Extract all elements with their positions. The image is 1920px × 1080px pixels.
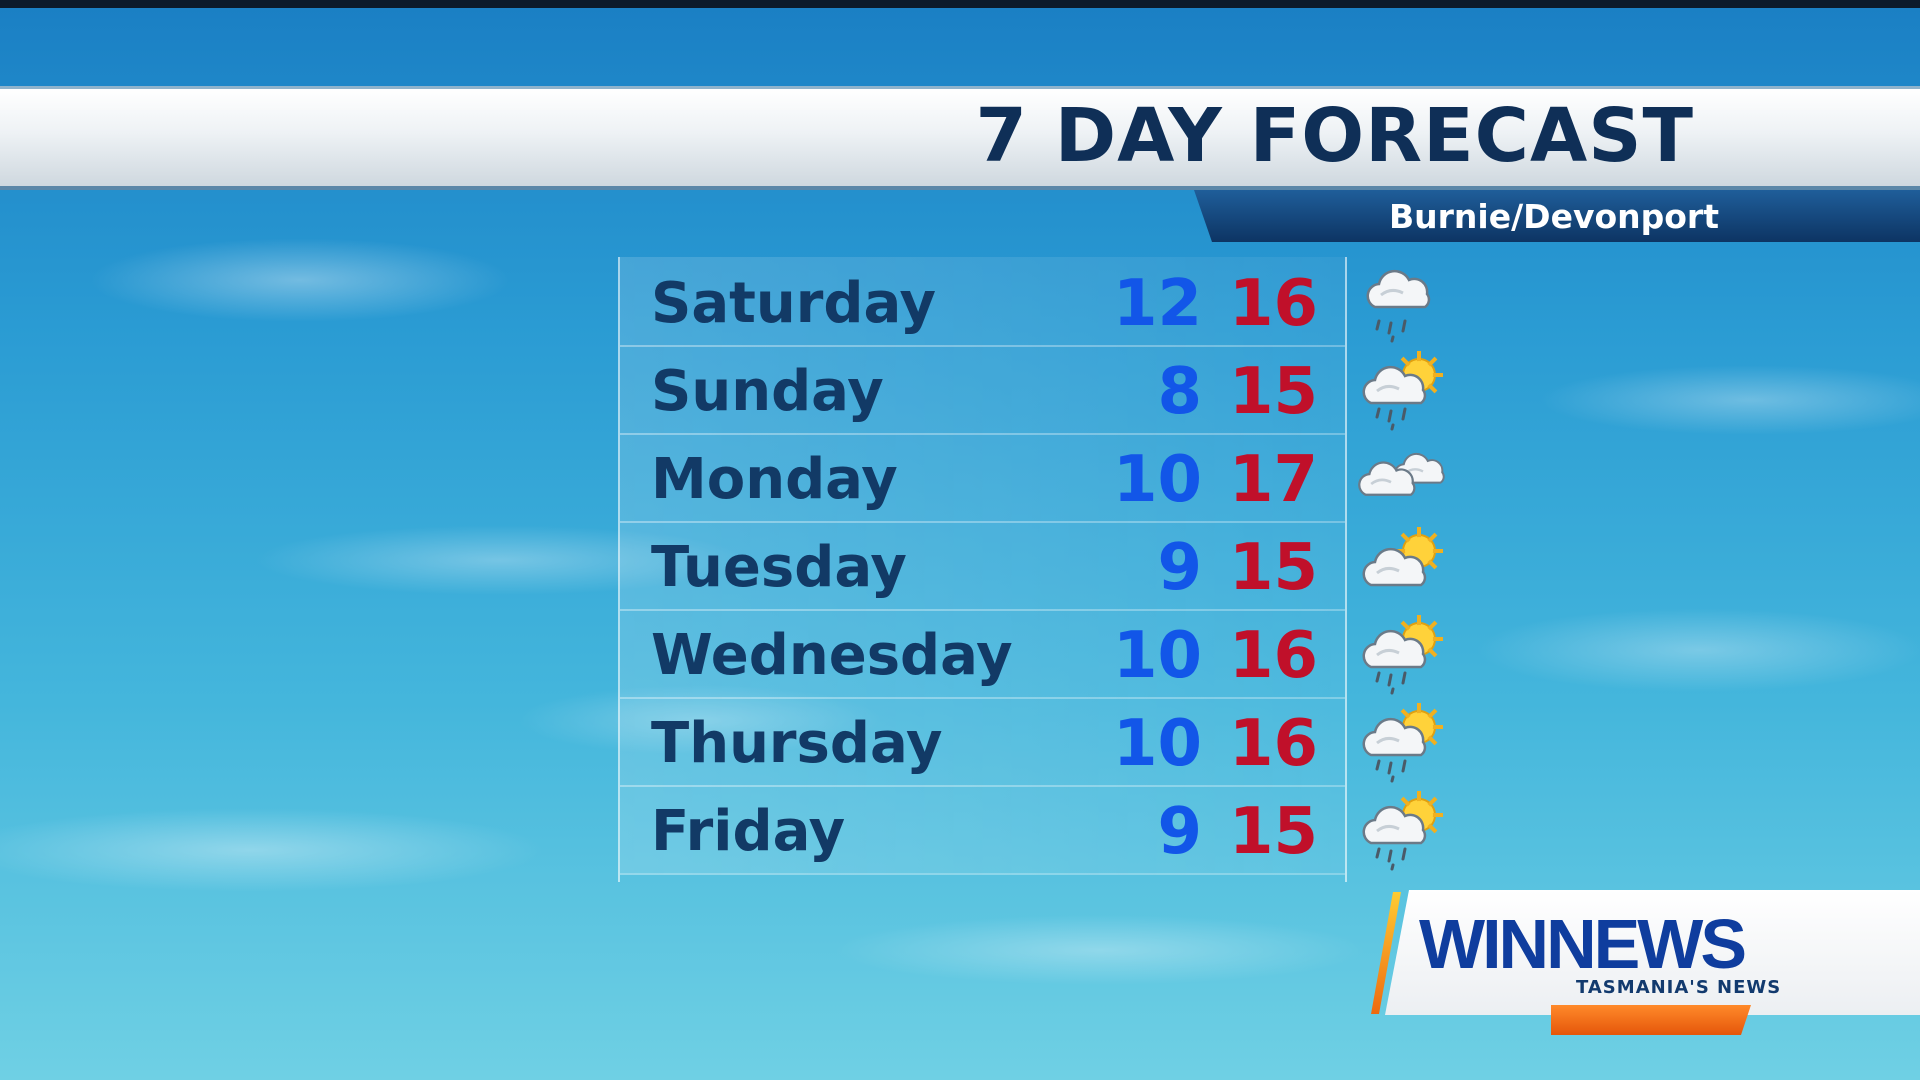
cloudy-icon [1358,452,1445,496]
max-temp: 15 [1228,795,1318,869]
forecast-row: Tuesday 9 15 [620,521,1443,611]
max-temp: 16 [1228,619,1318,693]
forecast-table: Saturday 12 16 Sunday 8 15 Monday 10 17 … [618,257,1445,882]
logo-orange-tab [1551,1005,1751,1035]
max-temp: 16 [1228,707,1318,781]
day-name: Monday [651,447,898,512]
forecast-row: Friday 9 15 [620,785,1443,875]
min-temp: 9 [1157,531,1202,605]
partly-cloudy-icon [1362,527,1443,587]
day-name: Wednesday [651,623,1013,688]
min-temp: 10 [1112,707,1202,781]
partly-cloudy-showers-icon [1362,703,1443,783]
title-bar: 7 DAY FORECAST [0,86,1920,190]
max-temp: 17 [1228,443,1318,517]
partly-cloudy-showers-icon [1362,615,1443,695]
logo-wordmark: WINNEWS [1419,905,1747,983]
partly-cloudy-showers-icon [1362,791,1443,871]
logo-bar [1385,890,1920,1015]
day-name: Tuesday [651,535,907,600]
forecast-row: Sunday 8 15 [620,345,1443,435]
day-name: Saturday [651,271,937,336]
min-temp: 10 [1112,619,1202,693]
forecast-row: Wednesday 10 16 [620,609,1443,699]
location-label: Burnie/Devonport [1389,197,1719,236]
logo-tagline: TASMANIA'S NEWS [1576,977,1782,998]
day-name: Friday [651,799,846,864]
min-temp: 12 [1112,267,1202,341]
page-title: 7 DAY FORECAST [975,93,1694,179]
forecast-row: Monday 10 17 [620,433,1445,523]
min-temp: 9 [1157,795,1202,869]
forecast-row: Thursday 10 16 [620,697,1443,787]
forecast-row: Saturday 12 16 [620,257,1431,347]
max-temp: 16 [1228,267,1318,341]
top-border [0,0,1920,8]
day-name: Thursday [651,711,943,776]
win-news-logo: WINNEWS TASMANIA'S NEWS [1371,882,1920,1035]
day-name: Sunday [651,359,884,424]
partly-cloudy-showers-icon [1362,351,1443,431]
min-temp: 8 [1157,355,1202,429]
min-temp: 10 [1112,443,1202,517]
max-temp: 15 [1228,531,1318,605]
max-temp: 15 [1228,355,1318,429]
location-banner: Burnie/Devonport [1194,190,1920,242]
rain-shower-icon [1366,269,1431,343]
